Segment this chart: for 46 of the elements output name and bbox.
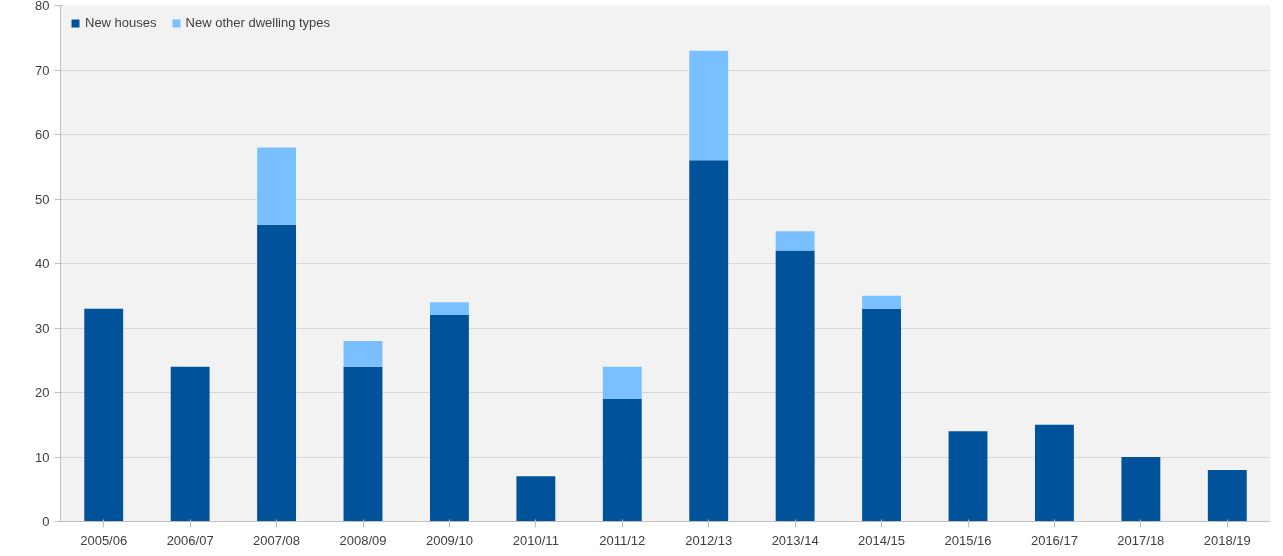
x-tick-label: 2005/06 <box>80 532 128 548</box>
bar <box>862 295 902 309</box>
x-tick-label: 2016/17 <box>1030 532 1078 548</box>
bar <box>429 302 469 316</box>
bar <box>84 308 124 522</box>
x-tick-label: 2010/11 <box>512 532 559 548</box>
bar <box>775 250 815 522</box>
y-tick-label: 50 <box>35 191 50 207</box>
x-tick-label: 2015/16 <box>944 532 992 548</box>
y-tick-label: 30 <box>35 320 50 336</box>
x-tick-label: 2013/14 <box>771 532 819 548</box>
bar <box>170 366 210 522</box>
x-tick-label: 2011/12 <box>599 532 646 548</box>
x-tick-label: 2007/08 <box>253 532 301 548</box>
y-tick-label: 10 <box>35 449 50 465</box>
bar <box>948 431 988 522</box>
x-tick-label: 2017/18 <box>1117 532 1165 548</box>
x-tick-label: 2009/10 <box>425 532 473 548</box>
bar <box>257 147 297 225</box>
bar <box>602 398 642 522</box>
x-tick-label: 2008/09 <box>339 532 387 548</box>
bar <box>257 224 297 522</box>
y-tick-label: 20 <box>35 385 50 400</box>
bar <box>343 366 383 522</box>
bar <box>689 160 729 522</box>
x-tick-label: 2006/07 <box>166 532 214 548</box>
y-tick-label: 60 <box>35 127 50 142</box>
bar <box>689 50 729 161</box>
bar <box>775 231 815 251</box>
bar <box>343 340 383 367</box>
x-tick-label: 2018/19 <box>1203 532 1251 548</box>
x-tick-label: 2012/13 <box>685 532 733 548</box>
bar <box>429 315 469 522</box>
legend-label: New houses <box>85 15 157 30</box>
bar <box>516 476 556 522</box>
y-tick-label: 80 <box>35 0 50 13</box>
bar <box>1207 469 1247 522</box>
y-tick-label: 70 <box>35 62 50 78</box>
x-tick-label: 2014/15 <box>858 532 906 548</box>
y-tick-label: 40 <box>35 256 50 271</box>
bar <box>1034 424 1074 522</box>
bar <box>862 308 902 522</box>
bar <box>1121 457 1161 522</box>
y-tick-label: 0 <box>42 514 50 529</box>
legend-label: New other dwelling types <box>185 15 331 30</box>
bar <box>602 366 642 399</box>
